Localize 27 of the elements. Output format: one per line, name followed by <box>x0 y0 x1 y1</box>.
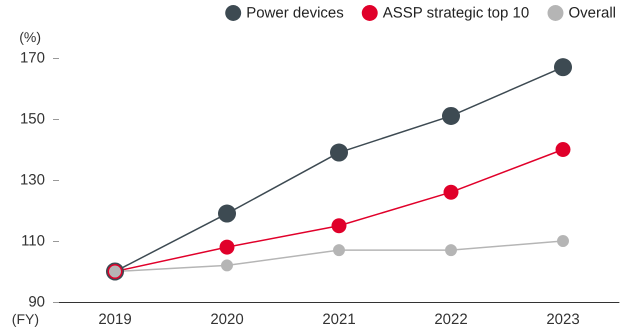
point <box>557 235 569 247</box>
x-tick-label: 2022 <box>434 311 468 328</box>
y-tick-label: 150 <box>20 110 45 128</box>
point <box>221 259 233 272</box>
point <box>330 144 348 162</box>
x-tick-label: 2020 <box>210 311 244 328</box>
legend-label: ASSP strategic top 10 <box>382 4 530 22</box>
y-tick-label: 170 <box>20 50 45 66</box>
y-tick-label: 110 <box>21 232 45 250</box>
point <box>332 218 346 234</box>
y-axis-title: (%) <box>19 29 41 45</box>
point <box>220 240 234 255</box>
x-tick-label: 2019 <box>98 311 132 328</box>
point <box>444 184 458 200</box>
x-tick-label: 2023 <box>546 311 580 328</box>
x-axis-title: (FY) <box>12 311 39 327</box>
x-tick-label: 2021 <box>322 311 356 328</box>
point <box>445 244 457 256</box>
point <box>218 204 236 223</box>
y-tick-label: 130 <box>20 172 45 188</box>
point <box>554 58 572 76</box>
y-tick-label: 90 <box>28 294 45 310</box>
point <box>556 142 570 157</box>
point <box>442 106 460 125</box>
legend-label: Power devices <box>246 4 344 22</box>
legend-label: Overall <box>568 4 616 22</box>
point <box>333 244 345 256</box>
